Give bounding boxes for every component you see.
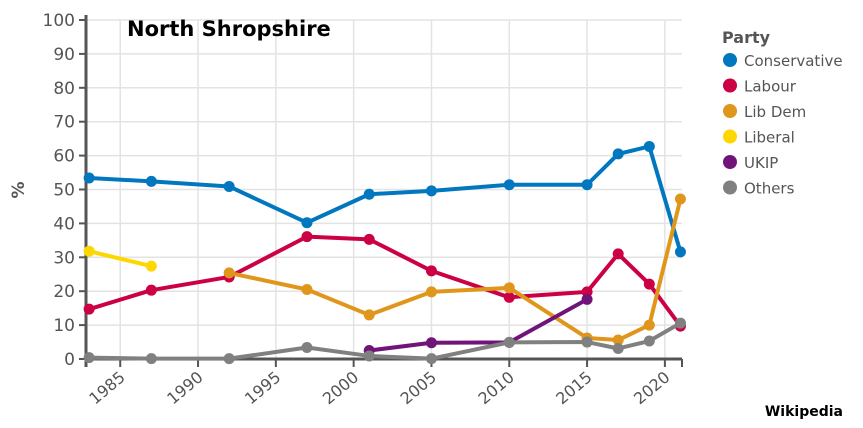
series-line-ukip <box>367 297 590 353</box>
series-line-conservative <box>87 144 683 254</box>
data-point-others <box>674 317 686 329</box>
data-point-others <box>363 350 375 362</box>
y-tick-label: 20 <box>53 282 75 302</box>
data-point-lib-dem <box>643 319 655 331</box>
x-tick-label: 2020 <box>630 368 673 409</box>
x-tick-label: 2005 <box>397 368 440 409</box>
data-point-conservative <box>301 217 313 229</box>
series-line-labour <box>87 234 683 329</box>
y-tick-label: 40 <box>53 214 75 234</box>
y-tick-label: 60 <box>53 147 75 167</box>
data-point-liberal <box>83 245 95 257</box>
x-tick-label: 1995 <box>241 368 284 409</box>
legend-marker-lib-dem <box>723 104 737 118</box>
data-point-lib-dem <box>503 282 515 294</box>
legend-marker-liberal <box>723 129 737 144</box>
x-tick-label: 2000 <box>319 368 362 409</box>
legend-label-labour: Labour <box>744 78 797 96</box>
legend-label-others: Others <box>744 180 795 198</box>
data-point-conservative <box>612 148 624 160</box>
data-point-lib-dem <box>612 334 624 346</box>
x-tick-label: 1985 <box>85 368 128 409</box>
data-point-ukip <box>425 337 437 349</box>
data-point-others <box>643 335 655 347</box>
data-point-others <box>581 336 593 348</box>
series-line-liberal <box>87 249 154 269</box>
data-point-conservative <box>363 188 375 200</box>
legend-marker-others <box>723 180 737 195</box>
data-point-labour <box>83 303 95 315</box>
y-tick-label: 10 <box>53 316 75 336</box>
y-tick-label: 90 <box>53 45 75 65</box>
y-tick-label: 100 <box>43 11 75 31</box>
y-tick-label: 0 <box>64 350 75 370</box>
data-point-others <box>83 352 95 364</box>
x-tick-label: 2015 <box>552 368 595 409</box>
data-point-conservative <box>643 140 655 152</box>
data-point-others <box>612 342 624 354</box>
data-point-lib-dem <box>674 193 686 205</box>
data-point-lib-dem <box>363 309 375 321</box>
data-point-labour <box>425 265 437 277</box>
data-point-others <box>223 353 235 365</box>
legend-label-ukip: UKIP <box>744 154 778 172</box>
legend-marker-ukip <box>723 155 737 169</box>
y-tick-label: 30 <box>53 248 75 268</box>
legend-title: Party <box>722 28 771 47</box>
data-point-others <box>145 353 157 365</box>
x-tick-label: 2010 <box>474 368 517 409</box>
legend-label-lib-dem: Lib Dem <box>744 103 806 121</box>
legend-label-conservative: Conservative <box>744 52 843 70</box>
data-point-liberal <box>145 260 157 272</box>
y-axis-label: % <box>9 181 29 198</box>
chart-title: North Shropshire <box>127 17 331 41</box>
data-point-ukip <box>581 293 593 305</box>
source-label: Wikipedia <box>764 404 843 420</box>
y-tick-label: 80 <box>53 79 75 99</box>
data-point-labour <box>301 231 313 243</box>
data-point-conservative <box>425 185 437 197</box>
data-point-conservative <box>581 179 593 191</box>
data-point-labour <box>612 248 624 260</box>
legend-marker-conservative <box>723 53 737 67</box>
y-tick-label: 50 <box>53 181 75 201</box>
data-point-conservative <box>83 172 95 184</box>
x-tick-label: 1990 <box>163 368 206 409</box>
data-point-conservative <box>503 179 515 191</box>
data-point-labour <box>145 284 157 296</box>
data-point-labour <box>503 291 515 303</box>
data-point-labour <box>363 233 375 245</box>
data-point-others <box>503 336 515 348</box>
data-point-conservative <box>674 246 686 258</box>
y-tick-label: 70 <box>53 113 75 133</box>
data-point-conservative <box>223 180 235 192</box>
legend-marker-labour <box>723 78 737 93</box>
legend-label-liberal: Liberal <box>744 129 795 147</box>
data-point-others <box>425 353 437 365</box>
data-point-lib-dem <box>301 284 313 296</box>
data-point-labour <box>643 278 655 290</box>
data-point-others <box>301 341 313 353</box>
data-point-lib-dem <box>223 267 235 279</box>
data-point-lib-dem <box>425 286 437 298</box>
data-point-conservative <box>145 175 157 187</box>
